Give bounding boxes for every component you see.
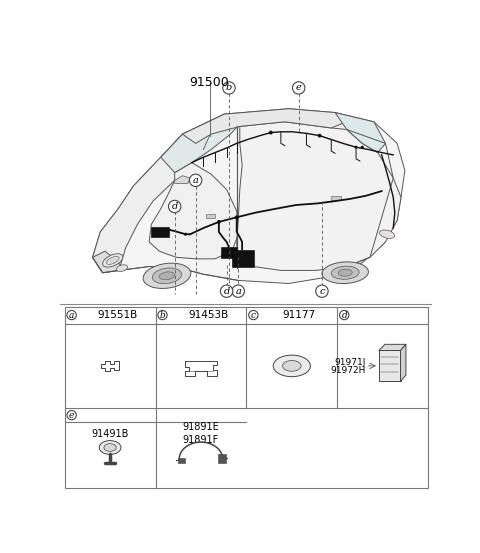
Ellipse shape [99,441,121,455]
Circle shape [318,134,322,138]
Bar [65,306,428,488]
Ellipse shape [104,444,116,451]
Text: a: a [235,286,241,296]
Text: 91500: 91500 [190,76,229,88]
Bar [152,227,168,237]
Text: 91491B: 91491B [91,429,129,439]
Bar [206,214,215,218]
Bar [221,247,237,258]
Polygon shape [379,345,406,351]
Bar [331,196,340,200]
Polygon shape [175,176,190,184]
Circle shape [235,215,239,219]
Polygon shape [237,122,401,270]
Bar [178,457,185,463]
Bar [218,453,226,463]
Bar [232,249,254,267]
Circle shape [184,233,187,236]
Text: 91177: 91177 [283,310,316,320]
Circle shape [217,220,221,224]
Circle shape [232,285,244,298]
Polygon shape [400,345,406,381]
Text: a: a [69,311,74,320]
Text: 91971J: 91971J [334,358,366,367]
Text: 91972H: 91972H [330,366,366,375]
Circle shape [67,410,76,420]
Circle shape [168,200,181,213]
Polygon shape [93,251,120,273]
Circle shape [223,82,235,94]
Polygon shape [161,114,244,173]
Circle shape [220,285,233,298]
Circle shape [269,131,273,134]
Text: b: b [226,84,232,92]
Circle shape [360,145,364,149]
Bar [379,351,400,381]
Ellipse shape [103,254,123,267]
Text: b: b [160,311,166,320]
Ellipse shape [331,266,359,279]
Text: c: c [251,311,256,320]
Text: a: a [192,176,199,185]
Ellipse shape [106,257,119,264]
Circle shape [339,310,349,320]
Polygon shape [182,109,347,143]
Text: e: e [69,411,74,420]
Ellipse shape [152,268,181,284]
Text: d: d [341,311,347,320]
Polygon shape [93,109,405,284]
Circle shape [190,174,202,186]
Circle shape [249,310,258,320]
Ellipse shape [273,355,311,377]
Circle shape [292,82,305,94]
Circle shape [158,310,167,320]
Ellipse shape [283,361,301,371]
Text: c: c [319,286,324,296]
Ellipse shape [322,262,369,284]
Text: d: d [171,202,178,211]
Circle shape [67,310,76,320]
Ellipse shape [159,272,175,280]
Polygon shape [93,134,196,273]
Text: 91891E
91891F: 91891E 91891F [182,422,219,445]
Ellipse shape [338,269,352,276]
Circle shape [355,145,358,149]
Text: 91453B: 91453B [188,310,228,320]
Ellipse shape [380,230,395,238]
Polygon shape [335,113,385,153]
Circle shape [316,285,328,298]
Polygon shape [149,163,238,259]
Text: e: e [296,84,301,92]
Ellipse shape [143,263,191,289]
Text: d: d [224,286,230,296]
Ellipse shape [116,265,128,272]
Text: 91551B: 91551B [97,310,137,320]
